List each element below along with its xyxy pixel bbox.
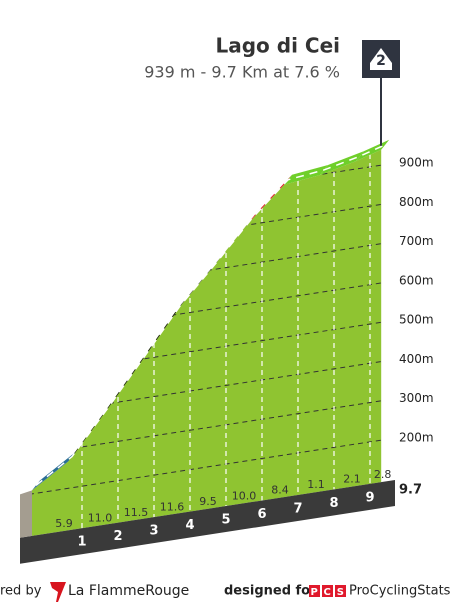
- gradient-label: 10.0: [232, 489, 257, 502]
- km-label: 1: [77, 535, 86, 550]
- road-segment: [32, 451, 76, 491]
- brand: La FlammeRouge: [68, 583, 189, 599]
- badge-shape: [370, 48, 392, 70]
- gradient-label: 11.6: [160, 500, 185, 513]
- km-label: 6: [257, 507, 266, 522]
- km-label: 8: [329, 496, 338, 511]
- left-face: [20, 490, 32, 538]
- y-tick-label: 800m: [399, 195, 434, 209]
- y-tick-label: 600m: [399, 273, 434, 287]
- y-tick-label: 200m: [399, 431, 434, 445]
- designed-for: designed for: [224, 584, 317, 599]
- title: Lago di Cei: [216, 34, 341, 58]
- gradient-label: 9.5: [199, 495, 217, 508]
- site-name: ProCyclingStats: [349, 584, 451, 599]
- km-label: 9: [365, 490, 374, 505]
- hill-fill: [32, 149, 382, 536]
- km-label: 4: [185, 518, 194, 533]
- y-tick-label: 700m: [399, 234, 434, 248]
- y-tick-label: 400m: [399, 352, 434, 366]
- powered-by: red by: [0, 584, 42, 599]
- gradient-label: 2.8: [374, 468, 392, 481]
- km-label: 5: [221, 513, 230, 528]
- km-label: 3: [149, 524, 158, 539]
- brand-logo: [50, 582, 66, 602]
- pcs-logo: PCS: [311, 587, 350, 598]
- gradient-label: 1.1: [307, 478, 325, 491]
- km-label: 2: [113, 529, 122, 544]
- distance-label: 9.7: [399, 483, 422, 498]
- y-tick-label: 300m: [399, 391, 434, 405]
- grid-line: [32, 437, 382, 497]
- gradient-label: 11.0: [88, 511, 113, 524]
- gradient-label: 8.4: [271, 484, 289, 497]
- ground-strip: [20, 480, 395, 564]
- road-centerline: [35, 144, 386, 486]
- gradient-label: 11.5: [124, 506, 149, 519]
- subtitle: 939 m - 9.7 Km at 7.6 %: [144, 63, 340, 82]
- pcs-box: [309, 585, 320, 597]
- gradient-label: 2.1: [343, 473, 361, 486]
- pcs-box: [322, 585, 333, 597]
- pcs-box: [335, 585, 346, 597]
- road-segment: [284, 164, 328, 185]
- plot: 1 2 3 4 5 6 7 8 9 5.9 11.0 11.5 11.6 9.5 10.0 8.4 1.1 2.1…: [20, 78, 434, 564]
- category-label: 2: [376, 53, 386, 69]
- y-tick-label: 900m: [399, 156, 434, 170]
- km-label: 7: [293, 501, 302, 516]
- y-tick-label: 500m: [399, 313, 434, 327]
- gradient-label: 5.9: [55, 517, 73, 530]
